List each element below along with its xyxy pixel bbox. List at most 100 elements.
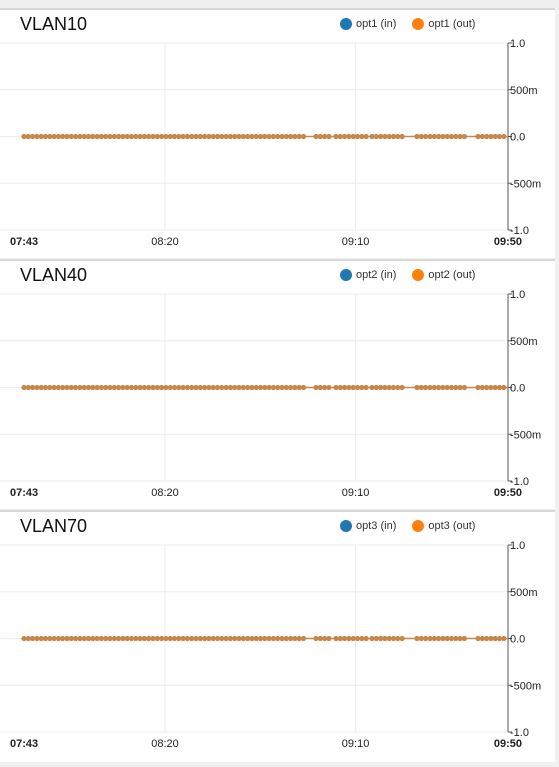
data-point xyxy=(346,635,352,642)
data-point xyxy=(359,635,365,642)
data-point xyxy=(159,133,165,140)
data-point xyxy=(240,635,246,642)
data-point xyxy=(210,384,216,391)
data-point xyxy=(124,384,130,391)
legend-dot-in xyxy=(340,269,352,281)
data-point xyxy=(479,133,485,140)
data-point xyxy=(25,133,31,140)
data-point xyxy=(232,133,238,140)
data-point xyxy=(275,635,281,642)
data-point xyxy=(501,635,507,642)
data-point xyxy=(386,635,392,642)
data-point xyxy=(227,635,233,642)
legend-item-out[interactable]: opt2 (out) xyxy=(412,269,475,281)
data-point xyxy=(354,133,361,140)
data-point xyxy=(25,384,31,391)
data-point xyxy=(257,133,264,140)
data-point xyxy=(193,133,199,140)
data-point xyxy=(146,384,152,391)
data-point xyxy=(232,384,238,391)
data-point xyxy=(176,133,182,140)
data-point xyxy=(382,384,388,391)
data-point xyxy=(154,384,160,391)
data-point xyxy=(313,635,319,642)
data-point xyxy=(496,133,503,140)
data-point xyxy=(488,133,494,140)
data-point xyxy=(431,384,437,391)
data-point xyxy=(197,133,203,140)
data-point xyxy=(427,384,433,391)
data-point xyxy=(496,635,503,642)
data-point xyxy=(484,384,490,391)
data-point xyxy=(171,384,178,391)
data-point xyxy=(390,635,397,642)
x-tick-label: 09:50 xyxy=(494,738,522,750)
y-tick-label: -500m xyxy=(510,680,541,692)
data-point xyxy=(124,133,130,140)
data-point xyxy=(283,133,289,140)
legend-item-out[interactable]: opt1 (out) xyxy=(412,18,475,30)
data-point xyxy=(440,384,446,391)
y-tick-label: 1.0 xyxy=(510,289,525,301)
data-point xyxy=(414,384,420,391)
legend-item-out[interactable]: opt3 (out) xyxy=(412,520,475,532)
x-tick-label: 09:50 xyxy=(494,487,522,499)
legend-label-in: opt1 (in) xyxy=(356,18,397,30)
data-point xyxy=(418,384,424,391)
y-tick-label: 500m xyxy=(510,85,538,97)
legend: opt3 (in) opt3 (out) xyxy=(340,520,475,532)
data-point xyxy=(283,635,289,642)
data-point xyxy=(436,133,442,140)
data-point xyxy=(399,384,405,391)
y-tick-label: 1.0 xyxy=(510,38,525,50)
data-point xyxy=(103,384,109,391)
legend-item-in[interactable]: opt2 (in) xyxy=(340,269,396,281)
data-point xyxy=(55,133,62,140)
y-tick-label: 500m xyxy=(510,336,538,348)
data-point xyxy=(245,133,251,140)
data-point xyxy=(475,133,481,140)
data-point xyxy=(257,384,264,391)
data-point xyxy=(116,635,122,642)
data-point xyxy=(378,635,384,642)
data-point xyxy=(206,384,212,391)
data-point xyxy=(461,635,467,642)
data-point xyxy=(133,635,139,642)
legend-dot-out xyxy=(412,520,425,532)
data-point xyxy=(189,384,195,391)
data-point xyxy=(279,384,285,391)
data-point xyxy=(257,635,264,642)
data-point xyxy=(369,133,375,140)
data-point xyxy=(51,133,57,140)
legend: opt1 (in) opt1 (out) xyxy=(340,18,475,30)
data-point xyxy=(501,384,507,391)
data-point xyxy=(492,635,498,642)
data-point xyxy=(382,133,388,140)
data-point xyxy=(219,635,225,642)
data-point xyxy=(107,635,113,642)
legend-item-in[interactable]: opt3 (in) xyxy=(340,520,396,532)
legend-label-out: opt3 (out) xyxy=(428,520,476,532)
data-point xyxy=(296,635,302,642)
data-point xyxy=(354,635,361,642)
traffic-panel-vlan10: VLAN10 opt1 (in) opt1 (out) 1.0 500m 0.0 -5… xyxy=(0,8,555,258)
data-point xyxy=(488,384,494,391)
data-point xyxy=(300,384,307,391)
data-point xyxy=(359,133,365,140)
traffic-panel-vlan40: VLAN40 opt2 (in) opt2 (out) 1.0 500m 0.0 -5… xyxy=(0,259,555,509)
data-point xyxy=(288,133,294,140)
data-point xyxy=(137,384,143,391)
data-point xyxy=(453,133,459,140)
data-point xyxy=(245,384,251,391)
data-point xyxy=(262,384,268,391)
data-point xyxy=(386,384,392,391)
data-point xyxy=(29,133,36,140)
data-point xyxy=(154,133,160,140)
data-point xyxy=(457,133,463,140)
data-point xyxy=(214,635,221,642)
data-point xyxy=(176,635,182,642)
data-point xyxy=(103,635,109,642)
data-point xyxy=(461,384,467,391)
data-point xyxy=(150,384,156,391)
legend-item-in[interactable]: opt1 (in) xyxy=(340,18,396,30)
